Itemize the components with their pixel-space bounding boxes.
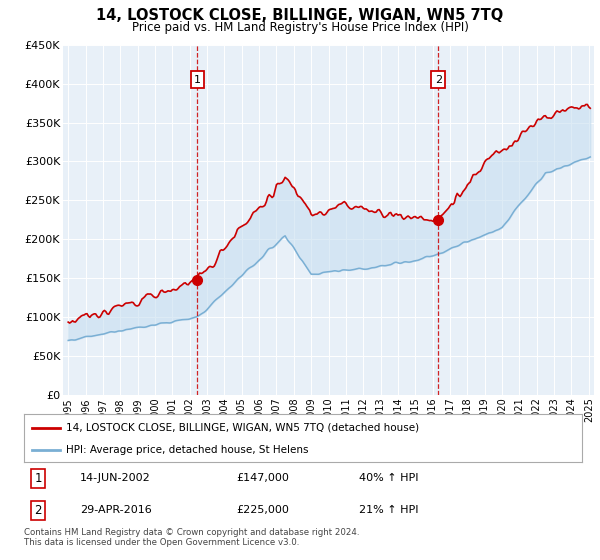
Text: £147,000: £147,000 — [236, 473, 289, 483]
Text: 1: 1 — [34, 472, 42, 485]
Text: 1: 1 — [194, 75, 201, 85]
Text: 29-APR-2016: 29-APR-2016 — [80, 505, 152, 515]
Text: £225,000: £225,000 — [236, 505, 289, 515]
Text: 2: 2 — [34, 503, 42, 516]
Text: 21% ↑ HPI: 21% ↑ HPI — [359, 505, 418, 515]
Text: Contains HM Land Registry data © Crown copyright and database right 2024.
This d: Contains HM Land Registry data © Crown c… — [24, 528, 359, 547]
Text: Price paid vs. HM Land Registry's House Price Index (HPI): Price paid vs. HM Land Registry's House … — [131, 21, 469, 34]
Text: 2: 2 — [435, 75, 442, 85]
Text: 40% ↑ HPI: 40% ↑ HPI — [359, 473, 418, 483]
Text: 14, LOSTOCK CLOSE, BILLINGE, WIGAN, WN5 7TQ (detached house): 14, LOSTOCK CLOSE, BILLINGE, WIGAN, WN5 … — [66, 423, 419, 433]
Text: 14, LOSTOCK CLOSE, BILLINGE, WIGAN, WN5 7TQ: 14, LOSTOCK CLOSE, BILLINGE, WIGAN, WN5 … — [97, 8, 503, 24]
Text: 14-JUN-2002: 14-JUN-2002 — [80, 473, 151, 483]
Text: HPI: Average price, detached house, St Helens: HPI: Average price, detached house, St H… — [66, 445, 308, 455]
